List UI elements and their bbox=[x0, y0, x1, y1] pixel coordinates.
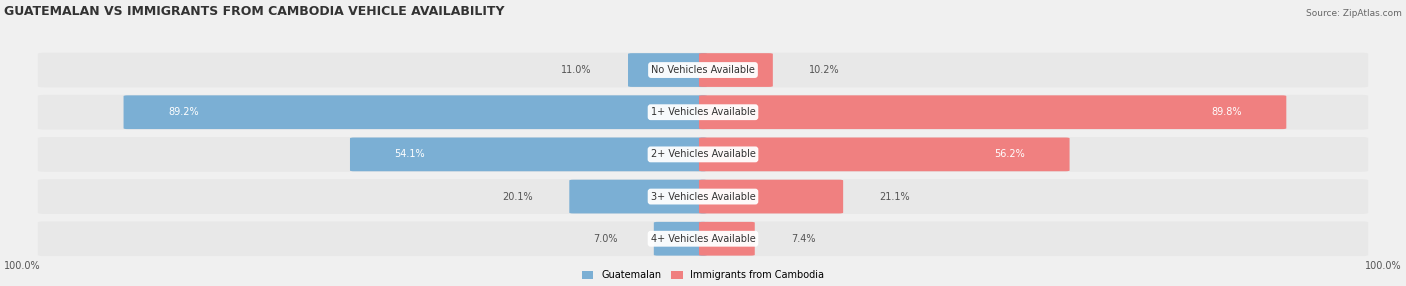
FancyBboxPatch shape bbox=[696, 137, 1368, 172]
FancyBboxPatch shape bbox=[699, 138, 1070, 171]
Text: No Vehicles Available: No Vehicles Available bbox=[651, 65, 755, 75]
FancyBboxPatch shape bbox=[628, 53, 707, 87]
Text: 100.0%: 100.0% bbox=[1365, 261, 1402, 271]
FancyBboxPatch shape bbox=[699, 95, 1286, 129]
Text: 10.2%: 10.2% bbox=[808, 65, 839, 75]
FancyBboxPatch shape bbox=[696, 53, 1368, 88]
FancyBboxPatch shape bbox=[38, 95, 710, 130]
Text: 20.1%: 20.1% bbox=[502, 192, 533, 202]
FancyBboxPatch shape bbox=[38, 179, 710, 214]
FancyBboxPatch shape bbox=[699, 222, 755, 256]
Text: 56.2%: 56.2% bbox=[994, 149, 1025, 159]
FancyBboxPatch shape bbox=[38, 137, 710, 172]
Text: 3+ Vehicles Available: 3+ Vehicles Available bbox=[651, 192, 755, 202]
FancyBboxPatch shape bbox=[350, 138, 707, 171]
Text: 11.0%: 11.0% bbox=[561, 65, 592, 75]
FancyBboxPatch shape bbox=[38, 221, 710, 256]
FancyBboxPatch shape bbox=[124, 95, 707, 129]
Text: 21.1%: 21.1% bbox=[879, 192, 910, 202]
FancyBboxPatch shape bbox=[699, 180, 844, 213]
Text: 7.4%: 7.4% bbox=[792, 234, 815, 244]
Text: 100.0%: 100.0% bbox=[4, 261, 41, 271]
Text: 4+ Vehicles Available: 4+ Vehicles Available bbox=[651, 234, 755, 244]
Text: 89.8%: 89.8% bbox=[1212, 107, 1241, 117]
Text: 89.2%: 89.2% bbox=[167, 107, 198, 117]
FancyBboxPatch shape bbox=[38, 53, 710, 88]
FancyBboxPatch shape bbox=[696, 95, 1368, 130]
Text: GUATEMALAN VS IMMIGRANTS FROM CAMBODIA VEHICLE AVAILABILITY: GUATEMALAN VS IMMIGRANTS FROM CAMBODIA V… bbox=[4, 5, 505, 18]
Text: 1+ Vehicles Available: 1+ Vehicles Available bbox=[651, 107, 755, 117]
FancyBboxPatch shape bbox=[569, 180, 707, 213]
Text: 2+ Vehicles Available: 2+ Vehicles Available bbox=[651, 149, 755, 159]
Text: 54.1%: 54.1% bbox=[394, 149, 425, 159]
Text: Source: ZipAtlas.com: Source: ZipAtlas.com bbox=[1306, 9, 1402, 18]
FancyBboxPatch shape bbox=[696, 221, 1368, 256]
FancyBboxPatch shape bbox=[654, 222, 707, 256]
Text: 7.0%: 7.0% bbox=[593, 234, 617, 244]
Legend: Guatemalan, Immigrants from Cambodia: Guatemalan, Immigrants from Cambodia bbox=[578, 267, 828, 284]
FancyBboxPatch shape bbox=[699, 53, 773, 87]
FancyBboxPatch shape bbox=[696, 179, 1368, 214]
